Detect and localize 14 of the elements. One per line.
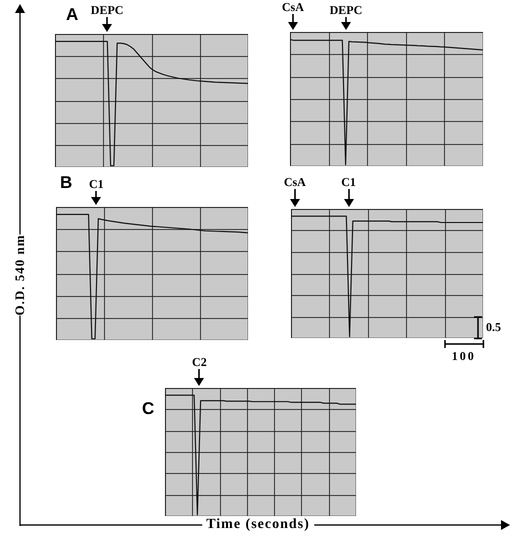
text: C1 (88, 177, 104, 191)
x-axis-title: Time (seconds) (202, 517, 314, 532)
chart-title: B (60, 173, 72, 192)
text: DEPC (90, 3, 124, 17)
y-axis-title: O.D. 540 nm (12, 234, 28, 316)
text: C1 (341, 175, 356, 189)
text: 100 (452, 349, 476, 363)
chart-title: A (66, 5, 78, 24)
text: CsA (282, 0, 304, 14)
text: DEPC (330, 3, 362, 17)
text: CsA (284, 175, 306, 189)
text: 0.5 (486, 320, 501, 334)
text: C2 (192, 355, 207, 369)
chart-title: C (142, 399, 154, 418)
